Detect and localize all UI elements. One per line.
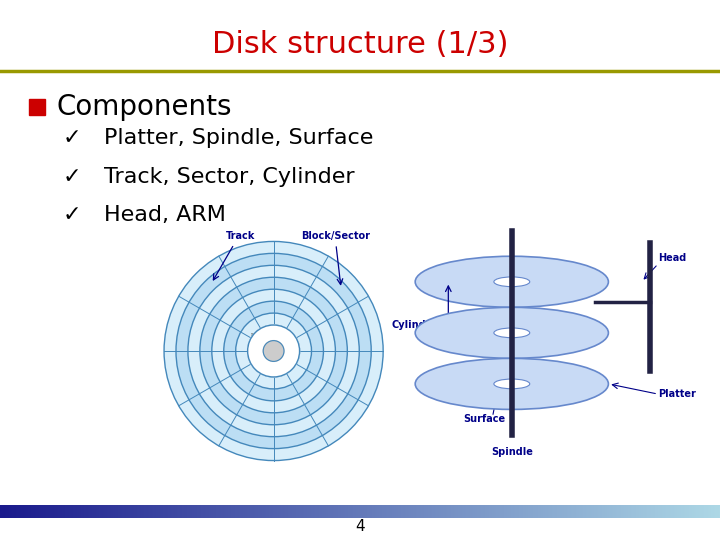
Ellipse shape: [494, 277, 530, 287]
Ellipse shape: [415, 359, 608, 409]
Circle shape: [248, 325, 300, 377]
Text: ✓: ✓: [63, 166, 81, 187]
Text: Disk structure (1/3): Disk structure (1/3): [212, 30, 508, 59]
Text: Head: Head: [658, 253, 686, 264]
Polygon shape: [212, 289, 336, 413]
Text: Block/Sector: Block/Sector: [302, 231, 370, 241]
Text: Components: Components: [56, 93, 232, 121]
Ellipse shape: [415, 256, 608, 307]
Text: Head, ARM: Head, ARM: [104, 205, 226, 226]
Polygon shape: [200, 277, 347, 425]
Polygon shape: [176, 253, 372, 449]
Ellipse shape: [415, 307, 608, 359]
Text: ✓: ✓: [63, 205, 81, 226]
Text: Platter: Platter: [658, 389, 696, 399]
Text: Spindle: Spindle: [491, 447, 533, 457]
Text: 4: 4: [355, 519, 365, 534]
Text: Surface: Surface: [463, 414, 505, 424]
Polygon shape: [164, 241, 383, 461]
Polygon shape: [224, 301, 323, 401]
Ellipse shape: [494, 328, 530, 338]
Text: Track, Sector, Cylinder: Track, Sector, Cylinder: [104, 166, 355, 187]
Text: ✓: ✓: [63, 127, 81, 148]
Ellipse shape: [494, 379, 530, 389]
Text: s=1  0  A: s=1 0 A: [251, 332, 279, 337]
Text: Track: Track: [225, 231, 255, 241]
Polygon shape: [235, 313, 312, 389]
Polygon shape: [188, 265, 359, 437]
Circle shape: [264, 341, 284, 361]
Bar: [29, 99, 45, 115]
Text: Cylinder: Cylinder: [391, 320, 437, 330]
Text: Platter, Spindle, Surface: Platter, Spindle, Surface: [104, 127, 374, 148]
